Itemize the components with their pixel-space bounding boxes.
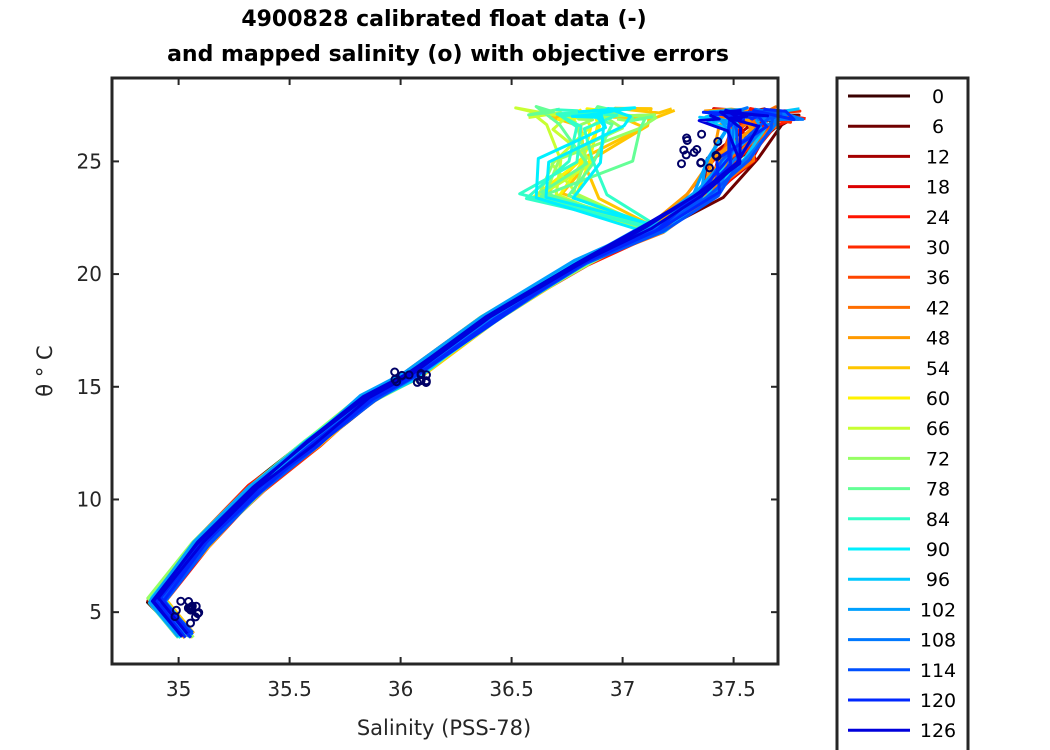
y-tick-label: 25	[77, 149, 102, 173]
legend-label: 126	[920, 720, 956, 742]
mapped-salinity-marker	[191, 601, 201, 611]
mapped-salinity-marker	[681, 150, 691, 160]
mapped-salinity-marker	[390, 367, 400, 377]
mapped-salinity-marker	[705, 163, 714, 173]
legend-label: 96	[926, 569, 950, 591]
legend-label: 30	[926, 237, 950, 259]
x-tick-label: 35	[166, 677, 191, 701]
legend-label: 84	[926, 509, 950, 531]
mapped-salinity-marker	[397, 370, 407, 380]
legend-box	[835, 76, 970, 750]
mapped-salinity-markers	[170, 129, 723, 628]
legend-label: 78	[926, 479, 950, 501]
mapped-salinity-marker	[711, 150, 721, 160]
y-tick-label: 15	[77, 375, 102, 399]
profile-lines	[146, 105, 806, 640]
x-tick-label: 36	[388, 677, 413, 701]
y-axis-label: θ ° C	[33, 345, 57, 396]
legend-label: 66	[926, 418, 950, 440]
x-tick-label: 36.5	[489, 677, 534, 701]
mapped-salinity-marker	[696, 158, 706, 168]
legend-label: 102	[920, 599, 956, 621]
mapped-salinity-marker	[176, 596, 186, 606]
x-tick-label: 37.5	[711, 677, 756, 701]
legend-label: 114	[920, 660, 956, 682]
mapped-salinity-marker	[412, 377, 422, 387]
mapped-salinity-marker	[713, 137, 723, 146]
legend-label: 72	[926, 448, 950, 470]
plot-frame	[110, 76, 780, 666]
x-tick-label: 35.5	[267, 677, 312, 701]
x-tick-label: 37	[610, 677, 635, 701]
mapped-salinity-marker	[416, 369, 426, 378]
mapped-salinity-marker	[677, 159, 686, 169]
mapped-salinity-marker	[183, 603, 193, 613]
chart-title: 4900828 calibrated float data (-)	[241, 7, 646, 32]
legend-label: 12	[926, 146, 950, 168]
legend-label: 36	[926, 267, 950, 289]
legend-label: 120	[920, 690, 956, 712]
y-axis-ticks: 5 10 15 20 25	[77, 149, 778, 624]
mapped-salinity-marker	[689, 147, 699, 157]
legend-label: 48	[926, 328, 950, 350]
y-tick-label: 5	[89, 600, 102, 624]
mapped-salinity-marker	[186, 618, 195, 628]
profile-line	[150, 109, 770, 637]
legend-label: 108	[920, 630, 956, 652]
legend-label: 18	[926, 177, 950, 199]
legend-label: 42	[926, 297, 950, 319]
x-axis-ticks: 35 35.5 36 36.5 37 37.5	[166, 78, 756, 701]
mapped-salinity-marker	[421, 376, 431, 386]
legend-label: 60	[926, 388, 950, 410]
mapped-salinity-marker	[171, 605, 181, 615]
mapped-salinity-marker	[697, 129, 707, 139]
y-tick-label: 20	[77, 262, 102, 286]
legend-label: 6	[932, 116, 944, 138]
x-axis-label: Salinity (PSS-78)	[357, 716, 531, 740]
plot-area	[112, 78, 778, 664]
legend-label: 90	[926, 539, 950, 561]
legend-label: 54	[926, 358, 950, 380]
legend-label: 0	[932, 86, 944, 108]
chart-subtitle: and mapped salinity (o) with objective e…	[167, 42, 729, 67]
y-tick-label: 10	[77, 487, 102, 511]
mapped-salinity-marker	[682, 136, 692, 145]
legend: 0 6 12 18 24 30 36 42 48 54 60 66 72 78 84 90 96 102 108 11…	[835, 76, 970, 750]
legend-label: 24	[926, 207, 950, 229]
